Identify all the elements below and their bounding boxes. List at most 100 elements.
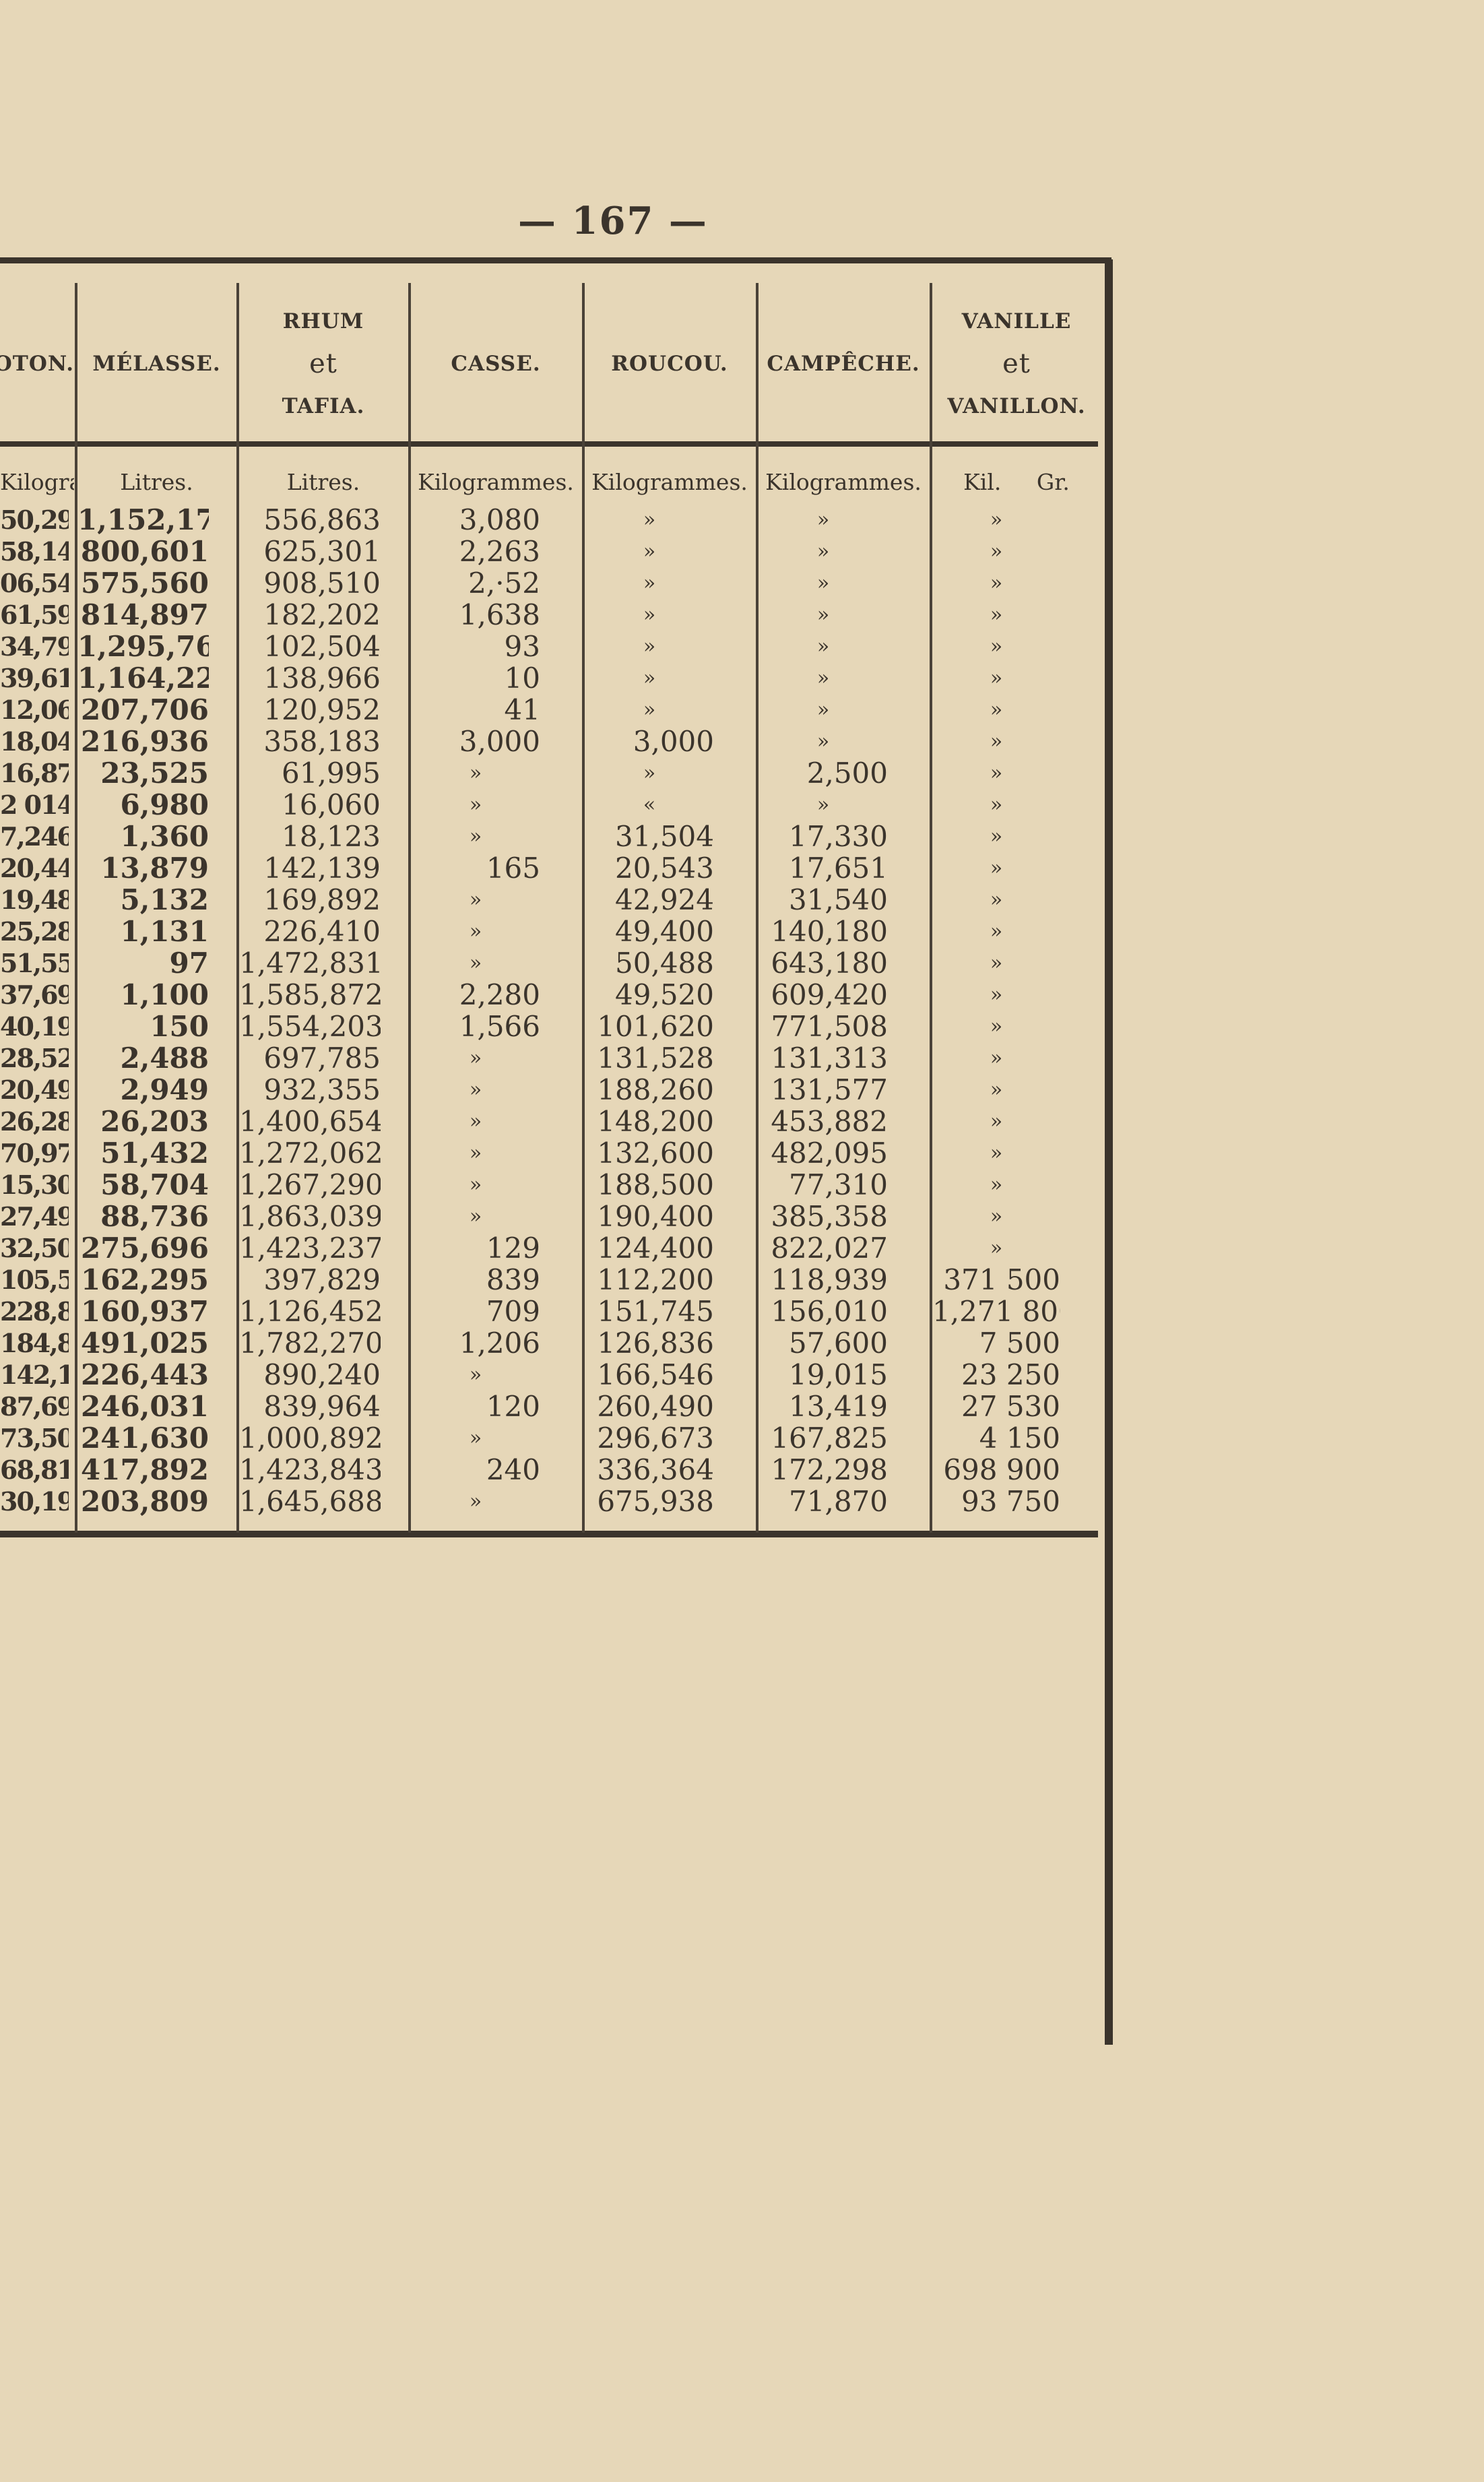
table-cell: 126,836 (597, 1327, 714, 1359)
table-cell: 50,299 (0, 505, 69, 535)
table-cell: 39,613 (0, 663, 69, 693)
table-cell: 1,100 (120, 979, 209, 1011)
table-cell: 105,501 (0, 1265, 69, 1295)
table-cell: 32,502 (0, 1233, 69, 1263)
table-cell: 371 500 (943, 1264, 1060, 1296)
table-cell: 932,355 (263, 1074, 381, 1106)
table-cell: » (990, 920, 1003, 943)
table-cell: 188,260 (597, 1074, 714, 1106)
unit-label-roucou: Kilogrammes. (591, 469, 748, 495)
table-cell: 61,596 (0, 600, 69, 630)
table-cell: 73,507 (0, 1423, 69, 1453)
table-cell: » (643, 698, 656, 722)
table-cell: 625,301 (263, 536, 381, 567)
table-cell: 93 750 (961, 1486, 1060, 1517)
table-cell: » (816, 540, 830, 563)
table-cell: » (469, 1046, 482, 1070)
table-cell: » (990, 1236, 1003, 1260)
table-cell: » (816, 698, 830, 722)
column-header-coton: COTON. (0, 352, 74, 376)
column-roucou: » » » » » » » 3,000 » « 31,504 20,543 42,924 49,400 50… (585, 504, 714, 1517)
table-cell: 42,924 (615, 884, 714, 916)
table-cell: 2,949 (120, 1074, 209, 1106)
table-cell: 385,358 (771, 1201, 888, 1232)
table-cell: 129 (486, 1232, 540, 1264)
table-cell: » (469, 1205, 482, 1228)
table-cell: » (816, 635, 830, 658)
table-cell: » (990, 698, 1003, 722)
table-cell: 28,521 (0, 1043, 69, 1073)
table-cell: 839 (486, 1264, 540, 1296)
table-cell: 140,180 (771, 916, 888, 947)
table-cell: » (643, 508, 656, 532)
unit-label-rhum: Litres. (286, 469, 360, 495)
column-divider (582, 283, 585, 1533)
table-cell: » (643, 540, 656, 563)
table-cell: » (469, 951, 482, 975)
table-cell: 131,313 (771, 1042, 888, 1074)
table-cell: 27,494 (0, 1201, 69, 1232)
table-cell: 49,400 (615, 916, 714, 947)
table-cell: 131,528 (597, 1042, 714, 1074)
table-cell: 697,785 (263, 1042, 381, 1074)
table-cell: 203,809 (81, 1486, 209, 1517)
table-cell: 275,696 (81, 1232, 209, 1264)
table-cell: 1,554,203 (239, 1011, 381, 1042)
table-cell: 16,873 (0, 758, 69, 788)
table-cell: 1,267,290 (239, 1169, 381, 1201)
table-cell: 482,095 (771, 1137, 888, 1169)
table-cell: 20,493 (0, 1075, 69, 1105)
table-cell: 169,892 (263, 884, 381, 916)
table-cell: 142,139 (263, 852, 381, 884)
table-cell: 26,289 (0, 1106, 69, 1137)
table-cell: 246,031 (81, 1391, 209, 1422)
column-header-roucou: ROUCOU. (611, 352, 728, 376)
table-cell: 13,879 (100, 852, 209, 884)
table-cell: 1,585,872 (239, 979, 381, 1011)
table-cell: 1,472,831 (239, 947, 381, 979)
table-cell: 120,952 (263, 694, 381, 726)
table-cell: 68,817 (0, 1455, 69, 1485)
table-cell: 575,560 (81, 567, 209, 599)
unit-label-casse: Kilogrammes. (418, 469, 574, 495)
table-cell: 34,799 (0, 631, 69, 662)
table-cell: 698 900 (943, 1454, 1060, 1486)
table-cell: 709 (486, 1296, 540, 1327)
header-rule (0, 441, 1098, 447)
table-cell: 491,025 (81, 1327, 209, 1359)
table-cell: 2,·52 (468, 567, 540, 599)
table-cell: 49,520 (615, 979, 714, 1011)
table-cell: 1,126,452 (239, 1296, 381, 1327)
table-cell: 2,500 (806, 757, 888, 789)
column-melasse: 1,152,171800,601575,560814,8971,295,7621… (77, 504, 209, 1517)
table-cell: 19,483 (0, 885, 69, 915)
top-rule (0, 257, 1111, 263)
table-cell: 207,706 (81, 694, 209, 726)
table-cell: 112,200 (597, 1264, 714, 1296)
unit-label-vanille: Kil. Gr. (963, 469, 1070, 495)
table-cell: 160,937 (81, 1296, 209, 1327)
column-header-line: et (1002, 348, 1031, 379)
table-cell: 1,152,171 (77, 504, 209, 536)
table-cell: 228,801 (0, 1296, 69, 1327)
table-cell: 118,939 (771, 1264, 888, 1296)
table-cell: 31,504 (615, 821, 714, 852)
table-cell: » (643, 666, 656, 690)
table-cell: 890,240 (263, 1359, 381, 1391)
table-cell: 453,882 (771, 1106, 888, 1137)
column-header-line: TAFIA. (282, 394, 365, 418)
table-cell: » (990, 571, 1003, 595)
table-cell: 19,015 (789, 1359, 888, 1391)
table-cell: 13,419 (789, 1391, 888, 1422)
table-cell: 71,870 (789, 1486, 888, 1517)
table-cell: 1,000,892 (239, 1422, 381, 1454)
table-cell: 216,936 (81, 726, 209, 757)
table-cell: 6,980 (120, 789, 209, 821)
table-cell: 17,330 (789, 821, 888, 852)
table-cell: » (816, 571, 830, 595)
table-cell: 1,645,688 (239, 1486, 381, 1517)
table-cell: 839,964 (263, 1391, 381, 1422)
table-cell: 1,400,654 (239, 1106, 381, 1137)
table-cell: » (990, 730, 1003, 753)
table-cell: 2,263 (459, 536, 540, 567)
